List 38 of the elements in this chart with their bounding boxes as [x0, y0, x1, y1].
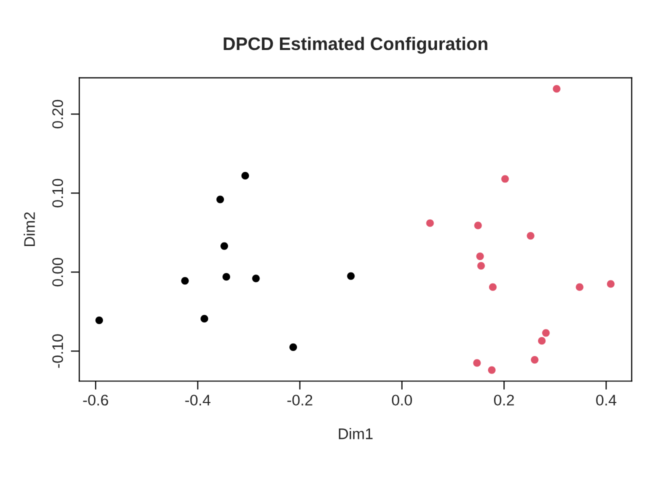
point [501, 175, 509, 183]
point [222, 273, 230, 281]
point [552, 85, 560, 93]
point [426, 219, 434, 227]
x-tick-label: -0.4 [185, 394, 210, 406]
y-tick-label: 0.10 [52, 178, 64, 208]
x-tick-label: -0.6 [83, 394, 108, 406]
x-tick-label: 0.2 [494, 394, 514, 406]
point [252, 274, 260, 282]
point [476, 252, 484, 260]
point [200, 314, 208, 323]
y-axis-title: Dim2 [24, 212, 35, 246]
point [542, 329, 550, 337]
point [488, 366, 496, 374]
point [474, 222, 482, 230]
point [576, 283, 584, 291]
point [347, 272, 355, 280]
point [538, 337, 546, 345]
x-tick-label: -0.2 [287, 394, 312, 406]
point [489, 283, 497, 291]
x-tick-label: 0.0 [392, 394, 412, 406]
point [95, 316, 104, 324]
y-tick-label: 0.20 [52, 100, 64, 128]
point [241, 172, 250, 180]
x-tick-label: 0.4 [596, 394, 616, 406]
point [526, 232, 534, 240]
point [606, 280, 615, 288]
y-tick-label: 0.00 [52, 258, 64, 286]
point [473, 359, 481, 367]
chart-title: DPCD Estimated Configuration [224, 36, 488, 54]
point [216, 196, 224, 204]
point [220, 242, 228, 250]
x-axis-title: Dim1 [338, 428, 373, 440]
y-tick-label: -0.10 [52, 334, 64, 368]
point [530, 356, 538, 364]
point [477, 262, 485, 270]
point [289, 343, 298, 351]
point [181, 276, 189, 285]
